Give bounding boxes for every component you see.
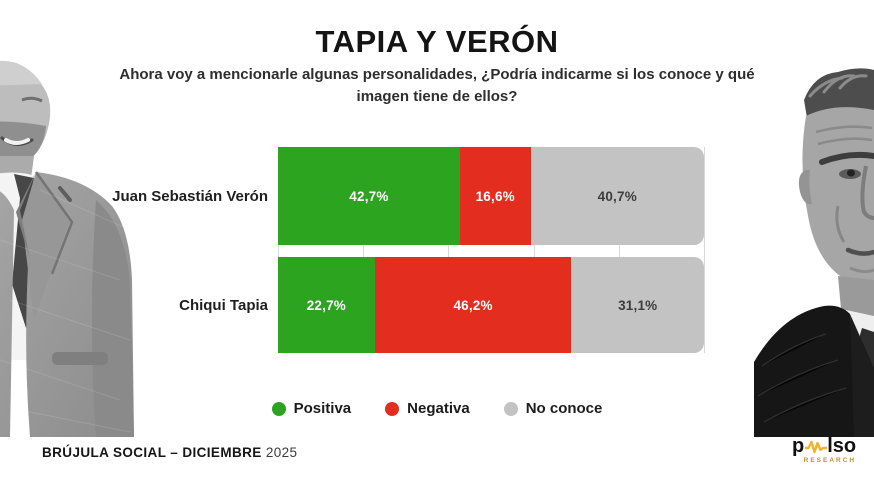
bar-segment-negativa: 16,6% [459,147,531,245]
stacked-bar-chart: Juan Sebastián Verón 42,7% 16,6% 40,7% Chiqu… [0,147,704,353]
veron-photo [0,60,134,437]
logo-wordmark: p lso [792,436,856,456]
legend-item-positiva: Positiva [271,400,352,417]
logo-subtext: RESEARCH [803,457,857,464]
chart-grid [278,147,705,353]
page-subtitle: Ahora voy a mencionarle algunas personal… [80,64,794,108]
bar-segment-positiva: 22,7% [278,257,375,353]
legend-label: Negativa [407,400,470,417]
logo-letter-p: p [792,435,805,457]
tapia-photo [754,68,874,437]
gridline-40 [448,147,450,353]
category-label: Chiqui Tapia [179,296,268,314]
gridline-100 [704,147,705,353]
legend-dot-icon [385,401,400,416]
gridline-20 [363,147,365,353]
legend-label: No conoce [525,400,603,417]
category-label: Juan Sebastián Verón [112,187,268,205]
pulso-research-logo: p lso RESEARCH [792,436,856,464]
legend-dot-icon [271,401,286,416]
chart-row-juan-sebastián-verón: Juan Sebastián Verón 42,7% 16,6% 40,7% [0,147,704,245]
page-title: TAPIA Y VERÓN [315,24,559,59]
legend-item-negativa: Negativa [385,400,470,417]
pulse-waveform-icon [805,440,828,454]
logo-letters-lso: lso [827,435,857,457]
bar-segment-negativa: 46,2% [374,257,572,353]
chart-legend: Positiva Negativa No conoce [0,400,874,417]
subtitle-line-2: imagen tiene de ellos? [356,87,518,105]
source-caption: BRÚJULA SOCIAL – DICIEMBRE 2025 [42,445,297,460]
chart-row-chiqui-tapia: Chiqui Tapia 22,7% 46,2% 31,1% [0,257,704,353]
gridline-0 [278,147,279,353]
bar-segment-positiva: 42,7% [278,147,460,245]
stacked-bar: 22,7% 46,2% 31,1% [278,257,704,353]
source-caption-bold: BRÚJULA SOCIAL – DICIEMBRE [42,445,262,460]
gridline-80 [618,147,620,353]
legend-item-no-conoce: No conoce [503,400,603,417]
subtitle-line-1: Ahora voy a mencionarle algunas personal… [119,66,755,83]
bar-segment-no-conoce: 31,1% [571,257,704,353]
bar-segment-no-conoce: 40,7% [530,147,704,245]
gridline-60 [533,147,535,353]
stacked-bar: 42,7% 16,6% 40,7% [278,147,704,245]
source-caption-year: 2025 [265,445,298,460]
legend-dot-icon [503,401,518,416]
legend-label: Positiva [293,400,352,417]
